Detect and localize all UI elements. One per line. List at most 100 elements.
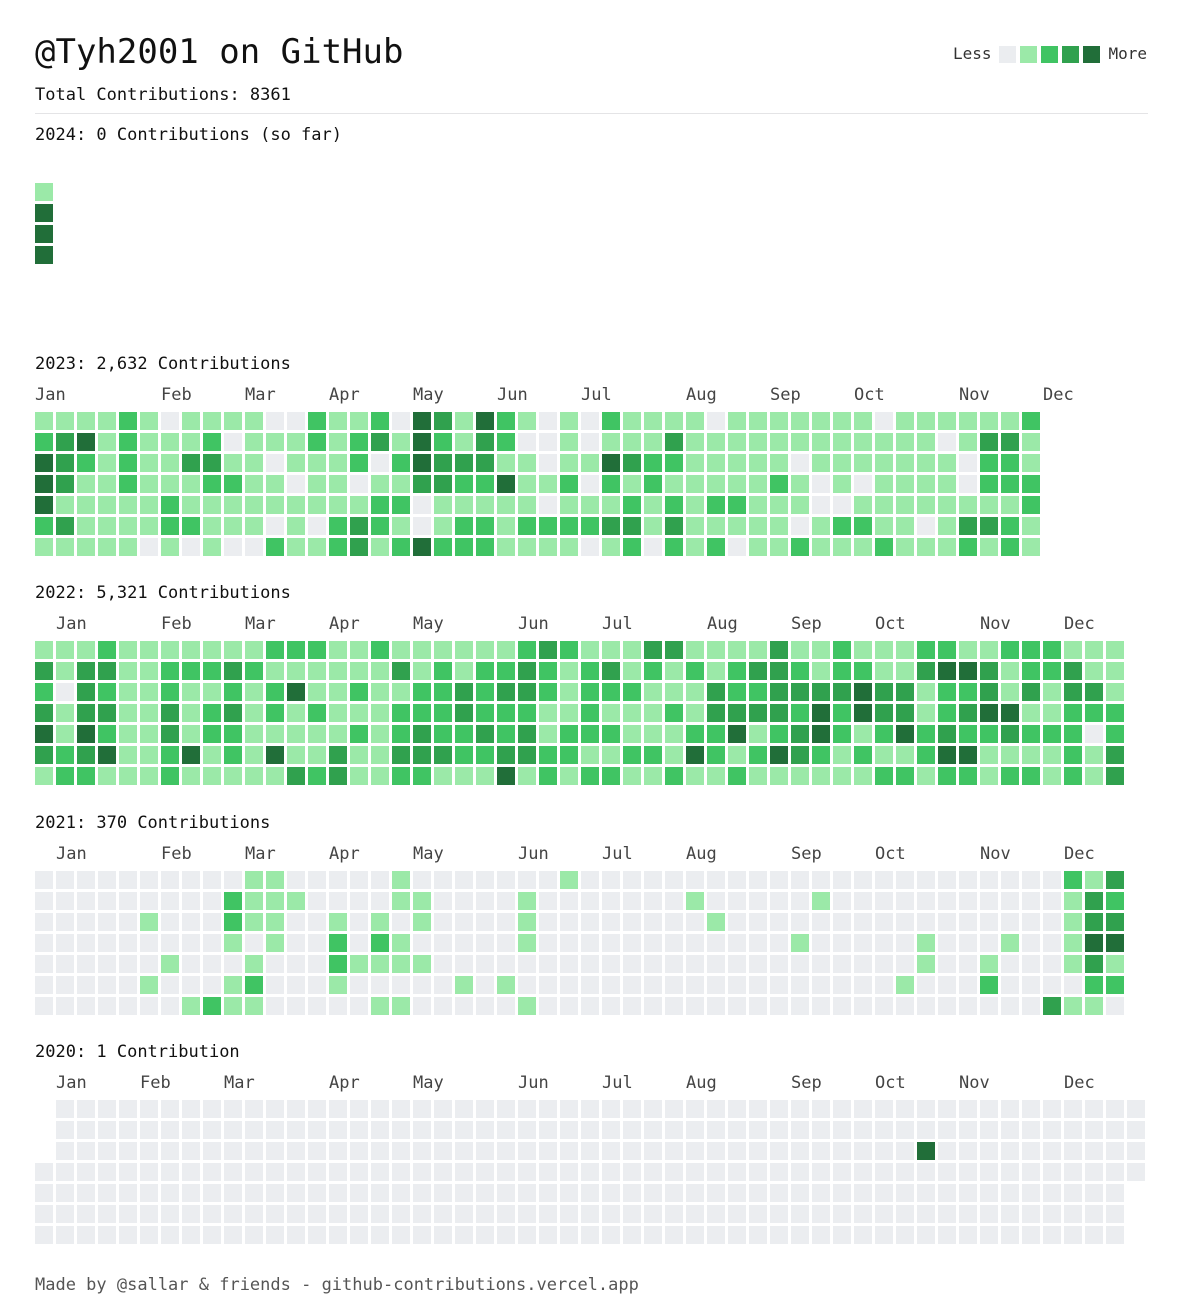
day-cell	[413, 704, 431, 722]
day-cell	[1106, 641, 1124, 659]
day-cell	[938, 725, 956, 743]
day-cell	[497, 1121, 515, 1139]
day-cell	[203, 871, 221, 889]
day-cell	[392, 1184, 410, 1202]
day-cell	[350, 1100, 368, 1118]
day-cell	[455, 662, 473, 680]
day-cell	[833, 412, 851, 430]
day-cell	[581, 1142, 599, 1160]
day-cell	[749, 454, 767, 472]
month-label-sep: Sep	[791, 614, 822, 634]
day-cell	[728, 892, 746, 910]
day-cell	[812, 641, 830, 659]
day-cell	[329, 641, 347, 659]
day-cell	[518, 1121, 536, 1139]
day-cell	[329, 976, 347, 994]
month-label-jun: Jun	[497, 385, 528, 405]
day-cell	[1064, 683, 1082, 701]
day-cell	[581, 412, 599, 430]
day-cell	[854, 913, 872, 931]
day-cell	[749, 767, 767, 785]
day-cell	[1022, 662, 1040, 680]
day-cell	[581, 662, 599, 680]
day-cell	[728, 1226, 746, 1244]
day-cell	[182, 997, 200, 1015]
day-cell	[434, 662, 452, 680]
day-cell	[1022, 496, 1040, 514]
day-cell	[476, 662, 494, 680]
day-cell	[560, 1100, 578, 1118]
day-cell	[896, 412, 914, 430]
day-cell	[602, 454, 620, 472]
day-cell	[791, 1100, 809, 1118]
day-cell	[161, 976, 179, 994]
day-cell	[35, 871, 53, 889]
day-cell	[329, 433, 347, 451]
day-cell	[665, 997, 683, 1015]
day-cell	[791, 683, 809, 701]
day-cell	[749, 934, 767, 952]
day-cell	[560, 496, 578, 514]
day-cell	[707, 1205, 725, 1223]
day-cell	[266, 976, 284, 994]
day-cell	[497, 641, 515, 659]
day-cell	[203, 1184, 221, 1202]
day-cell	[1043, 683, 1061, 701]
day-cell	[245, 892, 263, 910]
day-cell	[602, 725, 620, 743]
day-cell	[392, 683, 410, 701]
day-cell	[896, 871, 914, 889]
day-cell	[245, 955, 263, 973]
day-cell	[854, 517, 872, 535]
day-cell	[581, 475, 599, 493]
day-cell	[518, 976, 536, 994]
day-cell	[770, 767, 788, 785]
day-cell	[245, 934, 263, 952]
legend-more-label: More	[1108, 44, 1147, 63]
day-cell	[413, 934, 431, 952]
day-cell	[140, 662, 158, 680]
day-cell	[329, 892, 347, 910]
day-cell	[308, 1142, 326, 1160]
day-cell	[392, 871, 410, 889]
day-cell	[224, 1205, 242, 1223]
day-cell	[917, 704, 935, 722]
day-cell	[434, 725, 452, 743]
day-cell	[602, 433, 620, 451]
day-cell	[1106, 976, 1124, 994]
day-cell	[98, 433, 116, 451]
day-cell	[119, 955, 137, 973]
day-cell	[644, 1226, 662, 1244]
day-cell	[497, 767, 515, 785]
day-cell	[35, 976, 53, 994]
day-cell	[938, 871, 956, 889]
day-cell	[245, 1184, 263, 1202]
day-cell	[938, 641, 956, 659]
day-cell	[518, 704, 536, 722]
day-cell	[182, 1142, 200, 1160]
day-cell	[161, 1205, 179, 1223]
day-cell	[77, 767, 95, 785]
day-cell	[119, 1142, 137, 1160]
day-cell	[1022, 913, 1040, 931]
year-heading: 2021: 370 Contributions	[35, 812, 270, 834]
day-cell	[1085, 955, 1103, 973]
day-cell	[224, 725, 242, 743]
day-cell	[434, 1163, 452, 1181]
day-cell	[707, 1184, 725, 1202]
day-cell	[119, 1226, 137, 1244]
day-cell	[875, 454, 893, 472]
day-cell	[812, 683, 830, 701]
day-cell	[224, 1100, 242, 1118]
day-cell	[749, 1184, 767, 1202]
day-cell	[371, 934, 389, 952]
day-cell	[917, 1142, 935, 1160]
day-cell	[1106, 1184, 1124, 1202]
day-cell	[665, 517, 683, 535]
day-cell	[1106, 934, 1124, 952]
day-cell	[1001, 997, 1019, 1015]
day-cell	[77, 725, 95, 743]
day-cell	[1022, 767, 1040, 785]
day-cell	[980, 1163, 998, 1181]
day-cell	[959, 976, 977, 994]
